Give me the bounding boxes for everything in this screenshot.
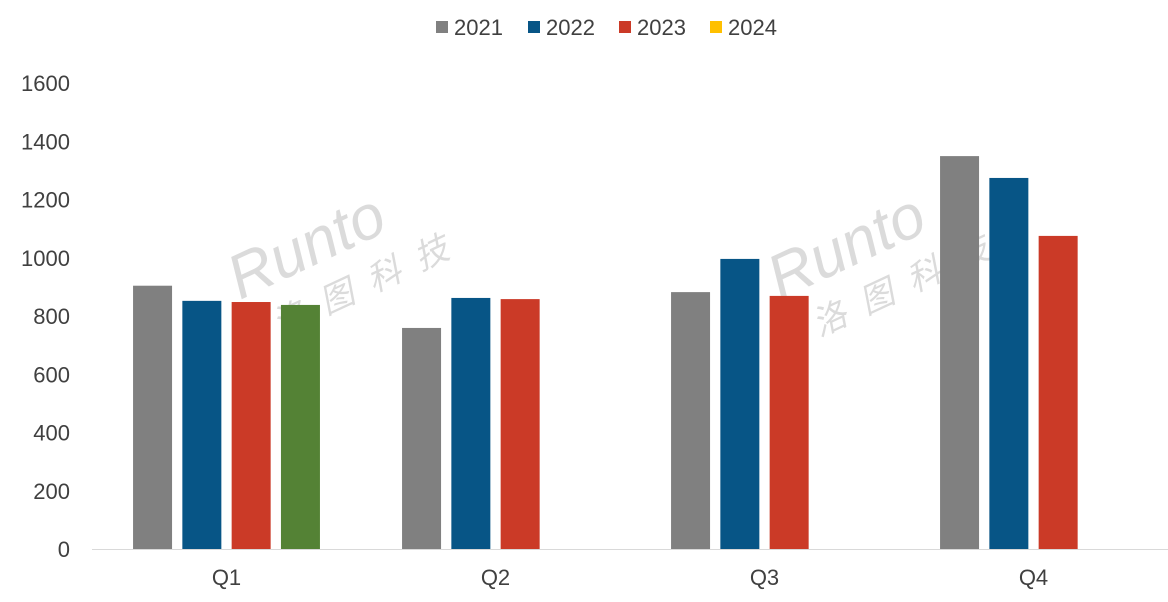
bar-Q3-2022 — [720, 258, 760, 549]
legend-swatch-2024 — [710, 21, 722, 33]
bar-Q1-2023 — [231, 302, 271, 549]
y-tick-label: 1400 — [21, 129, 70, 154]
bar-Q4-2021 — [940, 156, 980, 549]
y-tick-label: 200 — [33, 479, 70, 504]
bar-Q4-2023 — [1038, 235, 1078, 549]
y-tick-label: 1000 — [21, 246, 70, 271]
legend-label-2024: 2024 — [728, 15, 777, 40]
bar-Q1-2024 — [280, 304, 320, 549]
legend-swatch-2022 — [528, 21, 540, 33]
legend-label-2021: 2021 — [454, 15, 503, 40]
bar-Q1-2021 — [133, 285, 173, 549]
x-tick-label: Q1 — [212, 565, 241, 590]
bar-Q4-2022 — [989, 177, 1029, 549]
x-tick-label: Q2 — [481, 565, 510, 590]
y-tick-label: 800 — [33, 304, 70, 329]
y-tick-label: 0 — [58, 537, 70, 562]
bar-Q3-2023 — [769, 295, 809, 549]
y-axis: 0 200 400 600 800 1000 1200 1400 1600 — [21, 71, 70, 562]
y-tick-label: 1200 — [21, 188, 70, 213]
legend-swatch-2021 — [436, 21, 448, 33]
y-tick-label: 400 — [33, 421, 70, 446]
bars — [133, 156, 1078, 549]
x-axis: Q1 Q2 Q3 Q4 — [212, 565, 1048, 590]
bar-Q2-2021 — [402, 327, 442, 549]
bar-Q2-2022 — [451, 297, 491, 549]
bar-Q2-2023 — [500, 299, 540, 549]
legend: 2021 2022 2023 2024 — [436, 15, 777, 40]
x-tick-label: Q4 — [1019, 565, 1048, 590]
legend-label-2023: 2023 — [637, 15, 686, 40]
bar-Q3-2021 — [671, 292, 711, 549]
y-tick-label: 1600 — [21, 71, 70, 96]
y-tick-label: 600 — [33, 362, 70, 387]
legend-label-2022: 2022 — [546, 15, 595, 40]
legend-swatch-2023 — [619, 21, 631, 33]
x-tick-label: Q3 — [750, 565, 779, 590]
bar-Q1-2022 — [182, 300, 222, 549]
